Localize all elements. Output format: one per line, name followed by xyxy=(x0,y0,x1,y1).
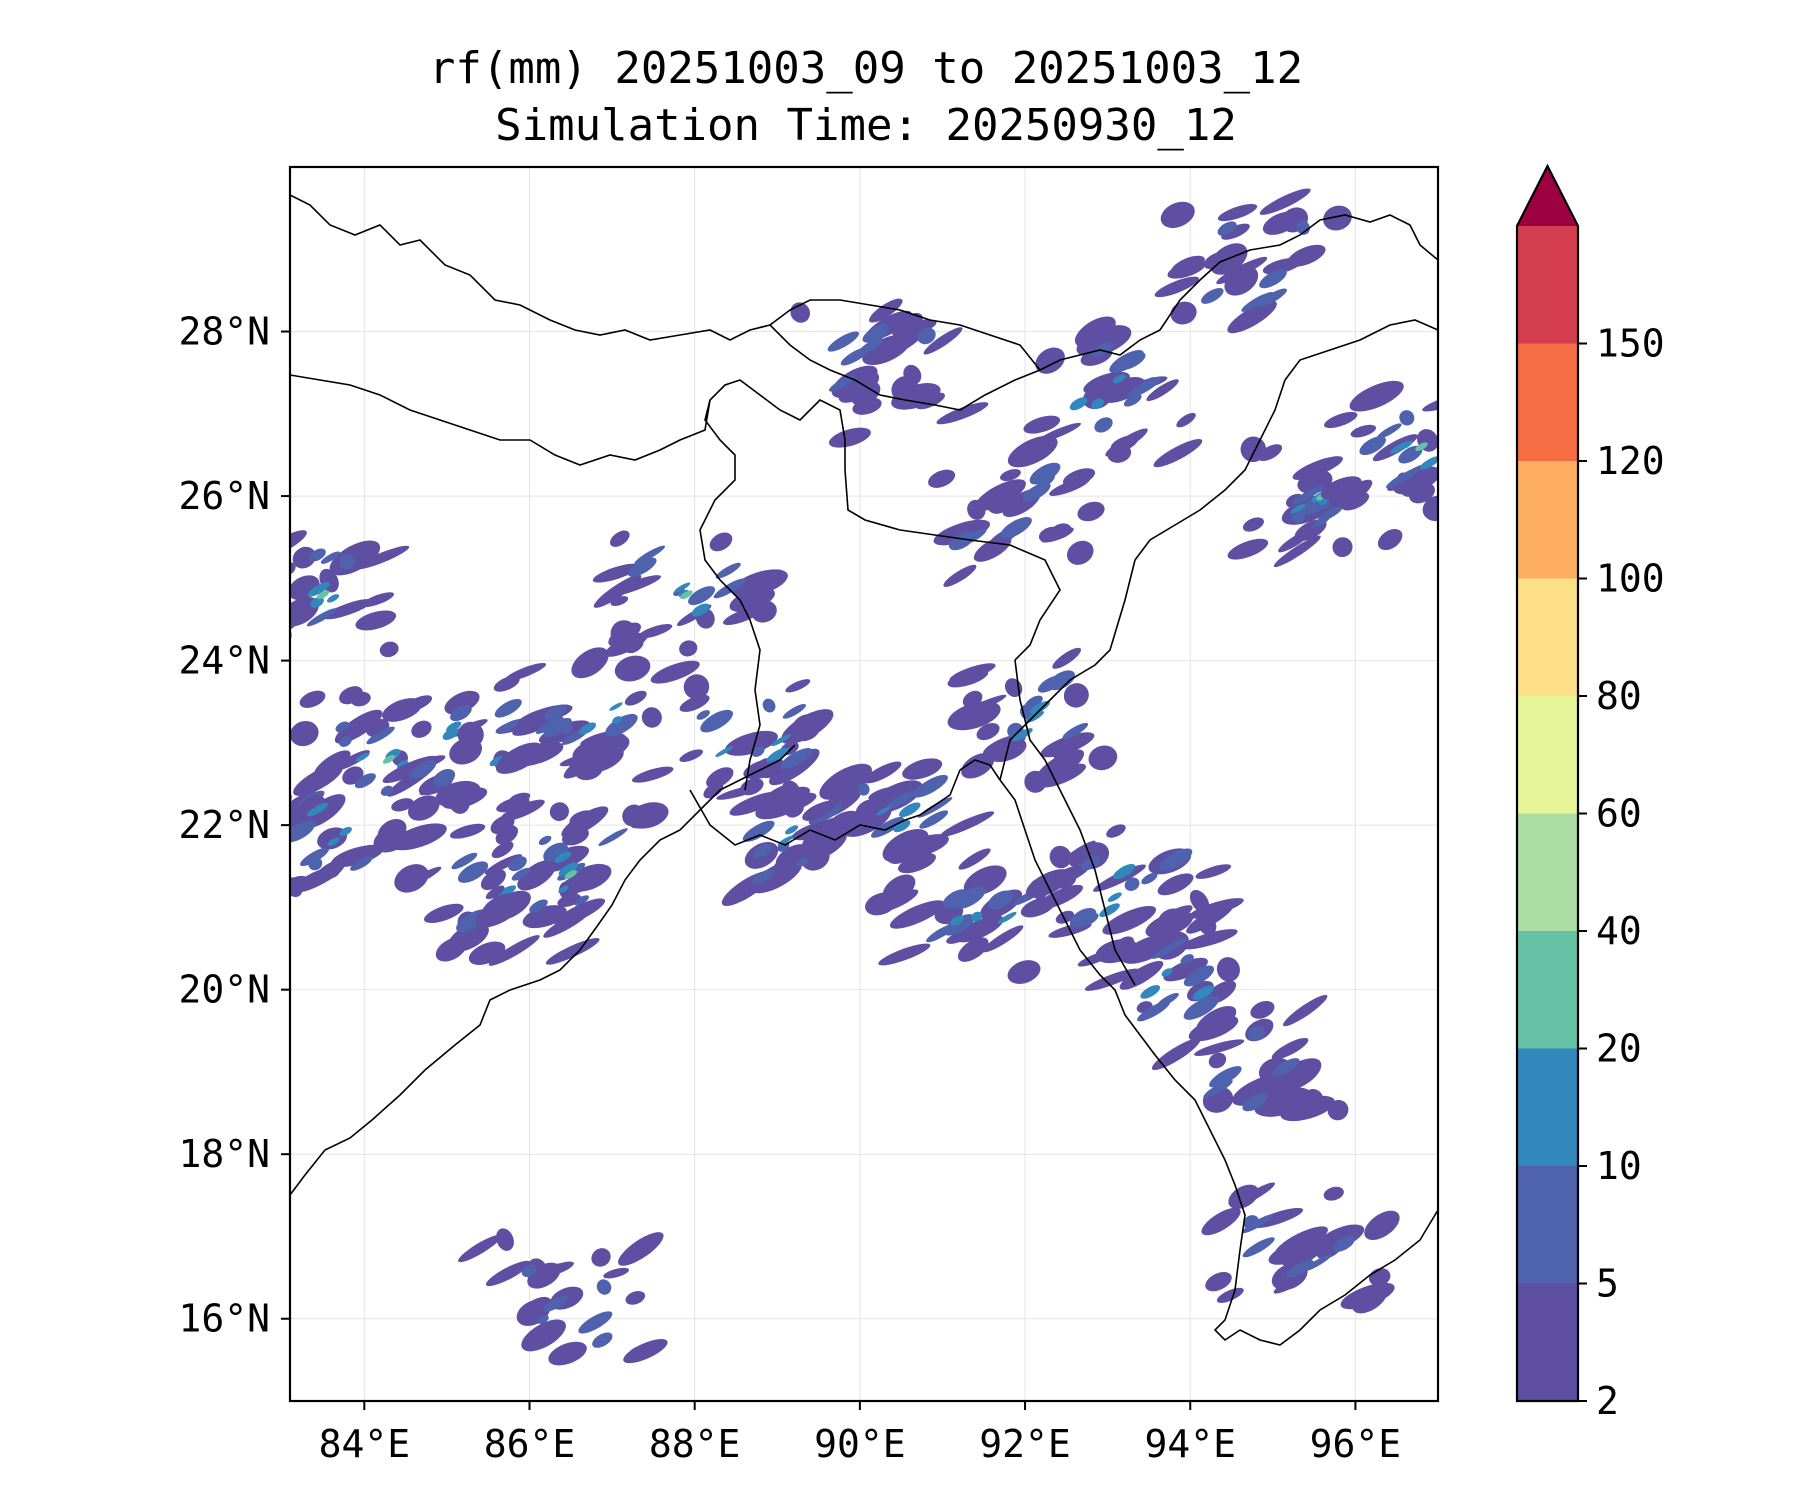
lon-tick-label: 84°E xyxy=(319,1422,411,1466)
lat-tick-label: 22°N xyxy=(178,803,270,847)
lat-tick-label: 24°N xyxy=(178,639,270,683)
colorbar-segment xyxy=(1517,461,1578,579)
colorbar-label: 100 xyxy=(1596,557,1665,601)
colorbar-segment xyxy=(1517,1283,1578,1401)
rain-cell xyxy=(592,530,788,657)
colorbar-label: 10 xyxy=(1596,1144,1642,1188)
rain-cell xyxy=(1320,380,1438,522)
colorbar-segment xyxy=(1517,1166,1578,1284)
lat-tick-label: 18°N xyxy=(178,1132,270,1176)
colorbar-label: 40 xyxy=(1596,909,1642,953)
lat-tick-label: 16°N xyxy=(178,1297,270,1341)
lon-tick-label: 92°E xyxy=(979,1422,1071,1466)
rain-cell xyxy=(928,462,1105,587)
lat-tick-label: 28°N xyxy=(178,310,270,354)
lat-tick-label: 20°N xyxy=(178,968,270,1012)
axis-ticks: 84°E 86°E 88°E 90°E 92°E 94°E 96°E 16°N 18°N 20°N… xyxy=(178,310,1401,1466)
lon-tick-label: 94°E xyxy=(1144,1422,1236,1466)
rain-cell xyxy=(947,647,1118,793)
colorbar-label: 150 xyxy=(1596,322,1665,366)
colorbar-segment xyxy=(1517,226,1578,344)
rain-cell xyxy=(290,530,410,658)
colorbar-label: 80 xyxy=(1596,674,1642,718)
coastlines-and-borders xyxy=(290,194,1438,1346)
colorbar-segment xyxy=(1517,813,1578,931)
colorbar-segment xyxy=(1517,578,1578,696)
colorbar-segment xyxy=(1517,343,1578,461)
colorbar-extend-arrow xyxy=(1517,166,1578,226)
rain-cell xyxy=(495,647,700,783)
lat-tick-label: 26°N xyxy=(178,474,270,518)
map-panel: 84°E 86°E 88°E 90°E 92°E 94°E 96°E 16°N 18°N 20°N… xyxy=(178,165,1440,1466)
figure-subtitle: Simulation Time: 20250930_12 xyxy=(495,100,1237,151)
lon-tick-label: 90°E xyxy=(814,1422,906,1466)
rain-cell xyxy=(458,1228,668,1366)
colorbar-label: 120 xyxy=(1596,439,1665,483)
colorbar-segment xyxy=(1517,931,1578,1049)
colorbar: 2 5 10 20 40 60 80 100 120 150 xyxy=(1515,163,1665,1423)
rainfall-field xyxy=(290,188,1438,1366)
rain-cell xyxy=(1151,994,1349,1122)
figure-title: rf(mm) 20251003_09 to 20251003_12 xyxy=(429,43,1303,94)
rain-cell xyxy=(1077,905,1240,1042)
lon-tick-label: 96°E xyxy=(1310,1422,1402,1466)
colorbar-label: 2 xyxy=(1596,1379,1619,1423)
rain-cell xyxy=(1154,188,1352,334)
rain-cell xyxy=(475,799,669,929)
lon-tick-label: 88°E xyxy=(649,1422,741,1466)
colorbar-label: 60 xyxy=(1596,792,1642,836)
rain-cell xyxy=(1201,1182,1400,1314)
colorbar-segment xyxy=(1517,696,1578,814)
colorbar-segment xyxy=(1517,1048,1578,1166)
colorbar-label: 20 xyxy=(1596,1027,1642,1071)
rain-cell xyxy=(790,298,989,448)
colorbar-label: 5 xyxy=(1596,1262,1619,1306)
lon-tick-label: 86°E xyxy=(484,1422,576,1466)
